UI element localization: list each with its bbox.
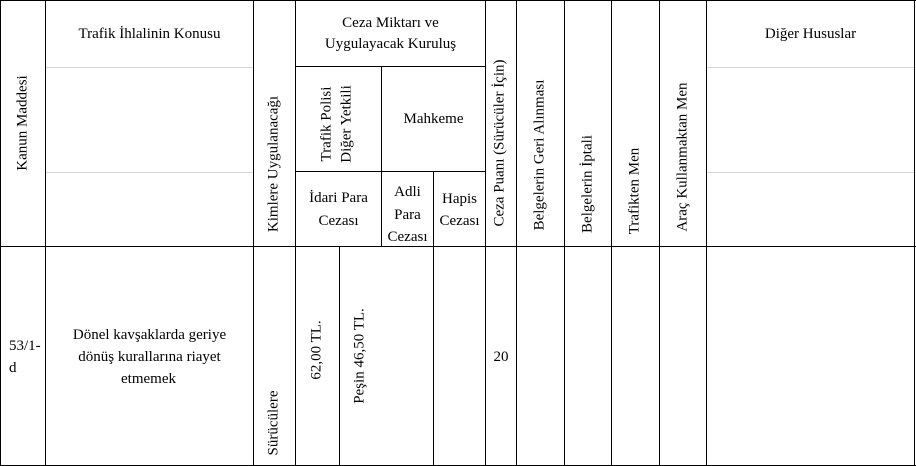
border-top	[0, 0, 916, 1]
polis-line	[295, 171, 381, 172]
adli-hapis-divider	[433, 172, 434, 466]
col-line	[611, 0, 612, 466]
header-ihlal-konusu: Trafik İhlalinin Konusu	[78, 26, 221, 42]
col-line	[706, 0, 707, 466]
idari-pesin-divider	[339, 247, 340, 466]
header-ceza-miktari-2: Uygulayacak Kuruluş	[324, 36, 457, 52]
header-adli-1: Adli	[394, 184, 421, 200]
header-ceza-miktari-1: Ceza Miktarı ve	[342, 15, 439, 31]
row-kimlere: Sürücülere	[265, 390, 282, 456]
col-line	[516, 0, 517, 466]
header-bottom-line	[0, 246, 916, 247]
row-ceza-puani: 20	[493, 349, 509, 365]
header-belge-geri: Belgelerin Geri Alınması	[531, 79, 548, 231]
row-idari-tutar: 62,00 TL.	[308, 320, 325, 380]
header-idari-2: Cezası	[318, 213, 359, 229]
header-mahkeme: Mahkeme	[403, 111, 464, 127]
header-ceza-puani: Ceza Puanı (Sürücüler İçin)	[491, 59, 508, 227]
header-kanun-maddesi: Kanun Maddesi	[14, 75, 31, 171]
header-kimlere: Kimlere Uygulanacağı	[265, 95, 282, 233]
col-line	[295, 0, 296, 466]
header-diger: Diğer Hususlar	[764, 26, 857, 42]
row-madde-1: 53/1-	[9, 338, 41, 354]
header-trafik-polisi-2: Diğer Yetkili	[338, 85, 355, 163]
ceza-group-line	[295, 66, 485, 67]
col-line	[45, 0, 46, 466]
col-line	[564, 0, 565, 466]
header-trafikten-men: Trafikten Men	[626, 147, 643, 235]
gridline	[706, 67, 914, 68]
row-konu-2: dönüş kurallarına riayet	[78, 349, 221, 365]
col-line	[485, 0, 486, 466]
header-adli-2: Para	[394, 207, 421, 223]
header-arac-men: Araç Kullanmaktan Men	[674, 82, 691, 232]
col-line	[253, 0, 254, 466]
row-pesin-tutar: Peşin 46,50 TL.	[351, 308, 368, 404]
header-idari-1: İdari Para	[309, 190, 368, 206]
polis-mahkeme-divider	[381, 66, 382, 246]
mahkeme-line	[381, 171, 485, 172]
gridline	[46, 172, 253, 173]
border-right	[914, 0, 915, 466]
header-belge-iptal: Belgelerin İptali	[579, 135, 596, 233]
border-left	[0, 0, 1, 466]
gridline	[706, 172, 914, 173]
header-hapis-1: Hapis	[442, 191, 477, 207]
header-trafik-polisi-1: Trafik Polisi	[318, 86, 335, 162]
gridline	[46, 67, 253, 68]
col-line	[659, 0, 660, 466]
row-konu-1: Dönel kavşaklarda geriye	[72, 327, 227, 343]
header-hapis-2: Cezası	[439, 213, 480, 229]
row-konu-3: etmemek	[121, 371, 176, 387]
header-adli-3: Cezası	[387, 229, 428, 245]
row-madde-2: d	[9, 360, 17, 376]
